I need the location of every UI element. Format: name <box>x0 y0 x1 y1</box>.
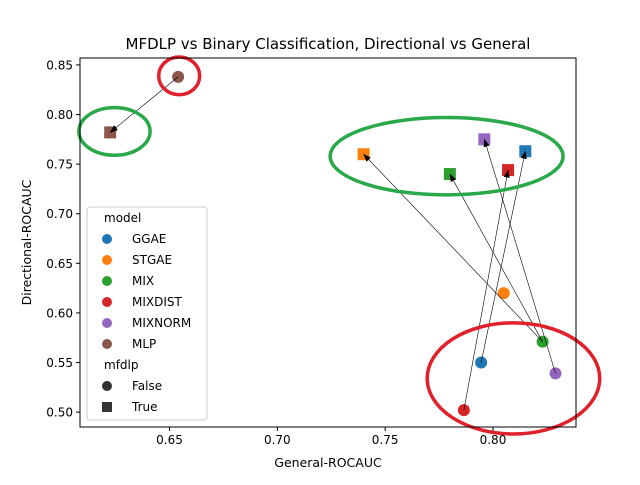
legend-label-mlp: MLP <box>132 337 156 351</box>
legend: model GGAE STGAE MIX MIXDIST MIXNORM MLP mfdlp F… <box>86 206 208 421</box>
legend-swatch-circle <box>102 381 112 391</box>
arrow-mlp <box>109 76 179 133</box>
legend-title-model: model <box>104 211 141 225</box>
arrow-mixnorm <box>483 138 556 374</box>
point-stgae-false <box>497 287 510 300</box>
legend-label-mixnorm: MIXNORM <box>132 316 191 330</box>
highlight-ellipse-1 <box>77 105 152 157</box>
x-axis-label: General-ROCAUC <box>274 455 382 470</box>
y-tick-label: 0.50 <box>46 406 73 420</box>
legend-swatch-mixdist <box>102 297 112 307</box>
y-tick-label: 0.65 <box>46 257 73 271</box>
y-tick-label: 0.60 <box>46 306 73 320</box>
chart-title: MFDLP vs Binary Classification, Directio… <box>126 35 531 53</box>
y-tick-label: 0.55 <box>46 356 73 370</box>
legend-swatch-ggae <box>102 234 112 244</box>
y-tick-label: 0.75 <box>46 158 73 172</box>
x-tick-label: 0.70 <box>264 433 291 447</box>
y-tick-label: 0.80 <box>46 108 73 122</box>
x-tick-label: 0.80 <box>480 433 507 447</box>
arrow-mixdist <box>463 169 510 411</box>
highlight-ellipse-4 <box>425 321 602 436</box>
legend-label-true: True <box>131 400 158 414</box>
y-tick-label: 0.70 <box>46 207 73 221</box>
axes-frame <box>79 57 577 428</box>
legend-swatch-square <box>102 402 112 412</box>
legend-label-ggae: GGAE <box>132 232 166 246</box>
legend-swatch-stgae <box>102 255 112 265</box>
legend-label-mix: MIX <box>132 274 154 288</box>
legend-label-mixdist: MIXDIST <box>132 295 183 309</box>
highlight-ellipse-2 <box>156 55 202 97</box>
x-tick-label: 0.75 <box>372 433 399 447</box>
legend-swatch-mlp <box>102 339 112 349</box>
legend-label-stgae: STGAE <box>132 253 172 267</box>
legend-swatch-mixnorm <box>102 318 112 328</box>
arrow-mix <box>449 173 543 342</box>
point-mlp-true <box>104 126 117 139</box>
y-axis-label: Directional-ROCAUC <box>19 179 34 305</box>
legend-label-false: False <box>132 379 162 393</box>
x-tick-label: 0.65 <box>156 433 183 447</box>
legend-frame <box>86 206 208 421</box>
highlight-ellipse-3 <box>328 115 565 197</box>
legend-swatch-mix <box>102 276 112 286</box>
axis-ticks: 0.65 0.70 0.75 0.80 0.50 0.55 0.60 0.65 0.70 0.75… <box>46 58 506 447</box>
plot-area <box>77 55 602 436</box>
arrow-stgae <box>363 153 543 342</box>
legend-title-mfdlp: mfdlp <box>104 358 138 372</box>
y-tick-label: 0.85 <box>46 58 73 72</box>
